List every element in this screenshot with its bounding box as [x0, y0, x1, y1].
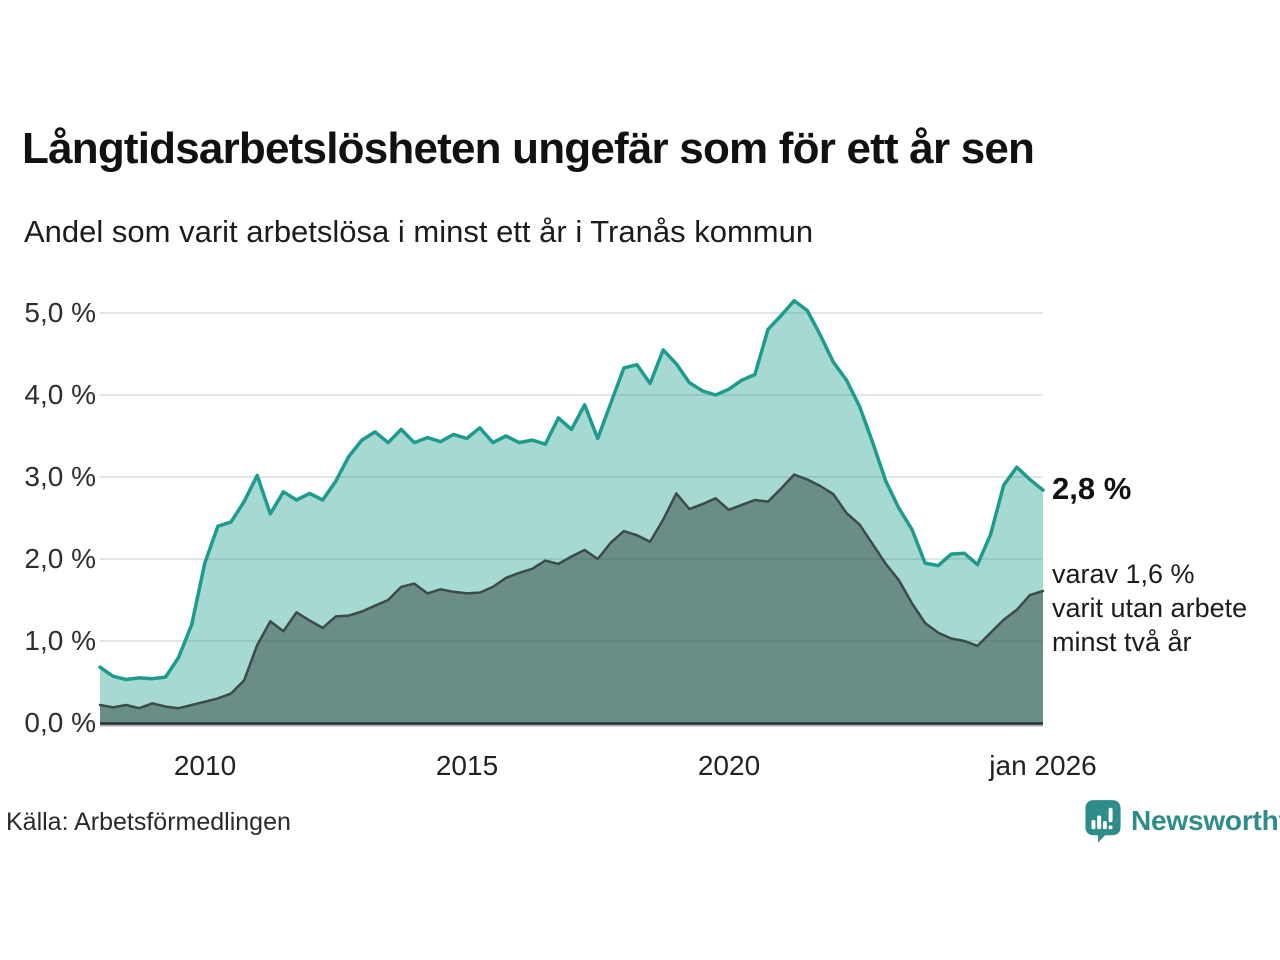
- y-axis-tick-label: 2,0 %: [24, 543, 96, 574]
- x-axis-tick-label: jan 2026: [989, 750, 1097, 781]
- y-axis-tick-label: 0,0 %: [24, 707, 96, 738]
- two-year-annotation: varav 1,6 % varit utan arbete minst två …: [1052, 557, 1247, 659]
- x-axis-tick-label: 2020: [697, 750, 761, 781]
- x-axis-tick-label: 2015: [435, 750, 499, 781]
- annotation-line: minst två år: [1052, 627, 1192, 657]
- page-subtitle: Andel som varit arbetslösa i minst ett å…: [24, 214, 814, 249]
- x-axis-tick-label: 2010: [173, 750, 237, 781]
- page-title: Långtidsarbetslösheten ungefär som för e…: [22, 124, 1035, 173]
- latest-value-label: 2,8 %: [1052, 471, 1132, 506]
- annotation-line: varit utan arbete: [1052, 593, 1248, 623]
- y-axis-tick-label: 3,0 %: [24, 461, 96, 492]
- newsworthy-logo-icon: [1085, 800, 1121, 843]
- source-attribution: Källa: Arbetsförmedlingen: [6, 808, 291, 836]
- newsworthy-wordmark: Newsworthy: [1131, 805, 1280, 836]
- y-axis-tick-label: 1,0 %: [24, 625, 96, 656]
- y-axis-tick-label: 5,0 %: [24, 297, 96, 328]
- y-axis-tick-label: 4,0 %: [24, 379, 96, 410]
- annotation-line: varav 1,6 %: [1052, 559, 1195, 589]
- newsworthy-logo: Newsworthy: [1084, 798, 1280, 844]
